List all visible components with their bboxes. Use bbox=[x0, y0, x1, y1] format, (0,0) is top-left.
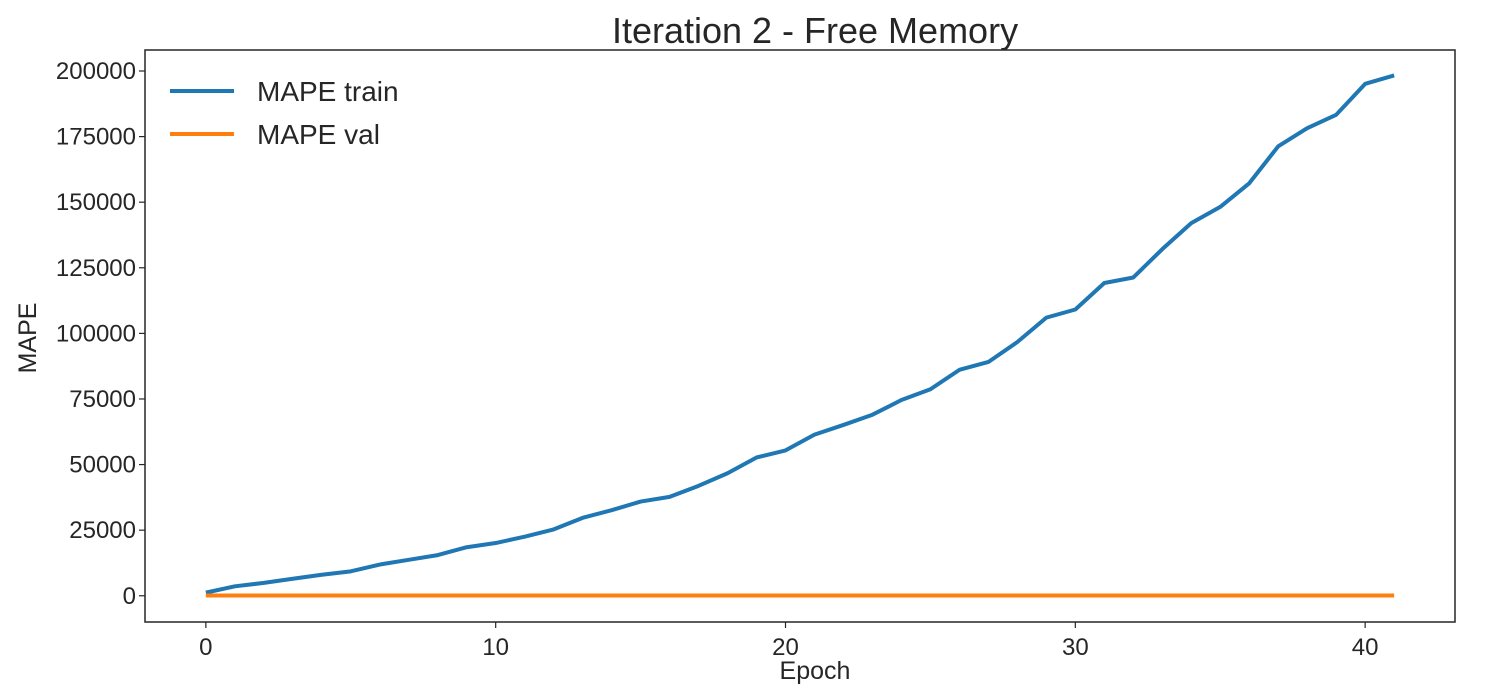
plot-area bbox=[205, 73, 1395, 598]
y-tick-label: 200000 bbox=[56, 58, 136, 85]
y-tick-label: 125000 bbox=[56, 255, 136, 282]
series-line-1 bbox=[205, 73, 1395, 595]
chart-title: Iteration 2 - Free Memory bbox=[612, 10, 1018, 51]
x-tick-label: 40 bbox=[1352, 634, 1379, 661]
y-tick-label: 75000 bbox=[69, 386, 136, 413]
x-tick-label: 20 bbox=[772, 634, 799, 661]
x-axis-label: Epoch bbox=[780, 657, 851, 685]
y-tick-label: 175000 bbox=[56, 124, 136, 151]
x-tick-label: 0 bbox=[199, 634, 212, 661]
x-tick-label: 10 bbox=[482, 634, 509, 661]
legend: MAPE train MAPE val bbox=[170, 76, 399, 150]
y-axis-ticks: 0 25000 50000 75000 100000 125000 150000 175000… bbox=[56, 58, 145, 610]
y-axis-label: MAPE bbox=[14, 303, 42, 374]
y-tick-label: 0 bbox=[123, 583, 136, 610]
plot-frame bbox=[144, 49, 1456, 623]
y-tick-label: 50000 bbox=[69, 452, 136, 479]
y-tick-label: 25000 bbox=[69, 517, 136, 544]
x-axis-ticks: 0 10 20 30 40 bbox=[199, 622, 1379, 661]
y-tick-label: 150000 bbox=[56, 189, 136, 216]
x-tick-label: 30 bbox=[1062, 634, 1089, 661]
legend-label-1: MAPE train bbox=[257, 76, 399, 107]
legend-label-2: MAPE val bbox=[257, 119, 380, 150]
y-tick-label: 100000 bbox=[56, 320, 136, 347]
